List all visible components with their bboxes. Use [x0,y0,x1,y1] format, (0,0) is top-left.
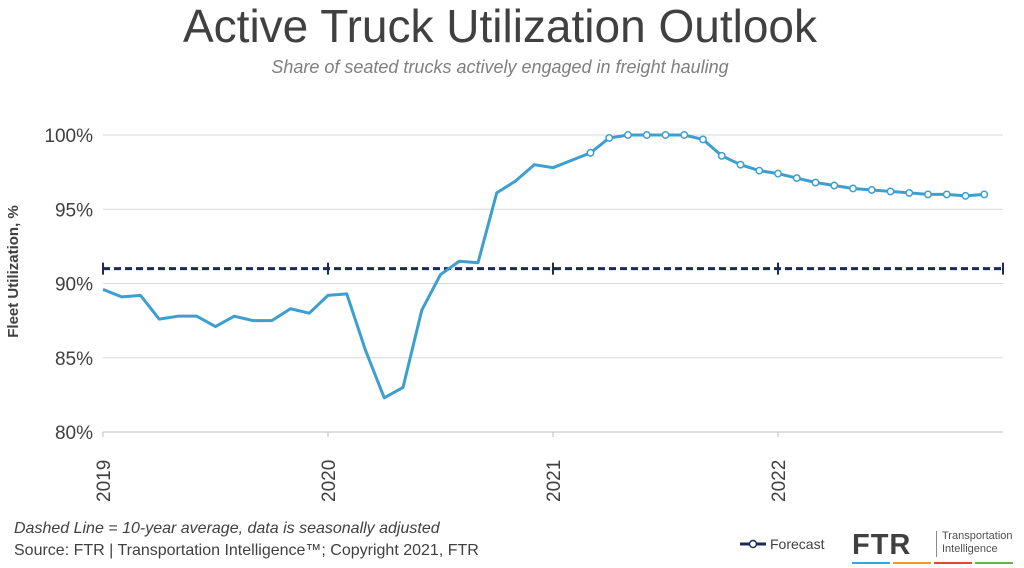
forecast-point [661,131,670,139]
forecast-point [924,190,932,199]
forecast-point [699,135,707,144]
logo-stripe [934,562,972,564]
forecast-point [736,160,745,169]
footnote: Dashed Line = 10-year average, data is s… [14,520,440,537]
utilization-chart: 80% 85% 90% 95% 100% 2019 2020 2021 2022 Fleet Ut… [5,126,1004,502]
forecast-point [811,178,820,187]
forecast-point [605,134,614,142]
logo-divider [936,531,937,557]
y-tick-label: 85% [55,349,93,370]
x-tick-label: 2020 [319,460,340,502]
y-tick-label: 100% [44,126,93,147]
forecast-point [642,131,651,139]
logo-text-line2: Intelligence [942,543,998,555]
logo-text: Transportation Intelligence [942,530,1013,556]
forecast-point [680,131,689,139]
y-tick-label: 95% [55,200,93,221]
utilization-series-line [102,133,985,400]
forecast-point [792,174,801,183]
x-tick-label: 2022 [769,460,790,502]
source-credit: Source: FTR | Transportation Intelligenc… [14,542,479,559]
y-tick-label: 80% [55,423,93,444]
legend: Forecast [738,536,824,552]
forecast-legend-label: Forecast [770,536,825,552]
forecast-point [942,190,951,199]
ftr-logo: FTR Transportation Intelligence [850,527,1018,565]
y-axis-title: Fleet Utilization, % [5,205,22,338]
logo-mark: FTR [852,529,912,561]
forecast-point [774,169,782,178]
forecast-point [624,131,632,139]
forecast-point [586,148,595,157]
forecast-point [830,181,839,190]
x-tick-label: 2019 [94,460,115,502]
logo-text-line1: Transportation [942,530,1013,542]
forecast-point [961,191,970,200]
chart-title: Active Truck Utilization Outlook [182,0,817,52]
forecast-point [717,151,726,160]
forecast-point [755,166,764,175]
x-tick-label: 2021 [544,460,565,502]
logo-stripes [852,562,1013,564]
forecast-point [980,190,989,199]
forecast-point [849,184,857,193]
y-tick-label: 90% [55,275,93,296]
chart-subtitle: Share of seated trucks actively engaged … [271,57,729,77]
forecast-point [886,187,895,196]
logo-stripe [852,562,890,564]
logo-stripe [975,562,1013,564]
forecast-legend-marker [740,539,766,549]
forecast-point [905,188,914,197]
logo-stripe [893,562,931,564]
forecast-point [867,185,876,194]
